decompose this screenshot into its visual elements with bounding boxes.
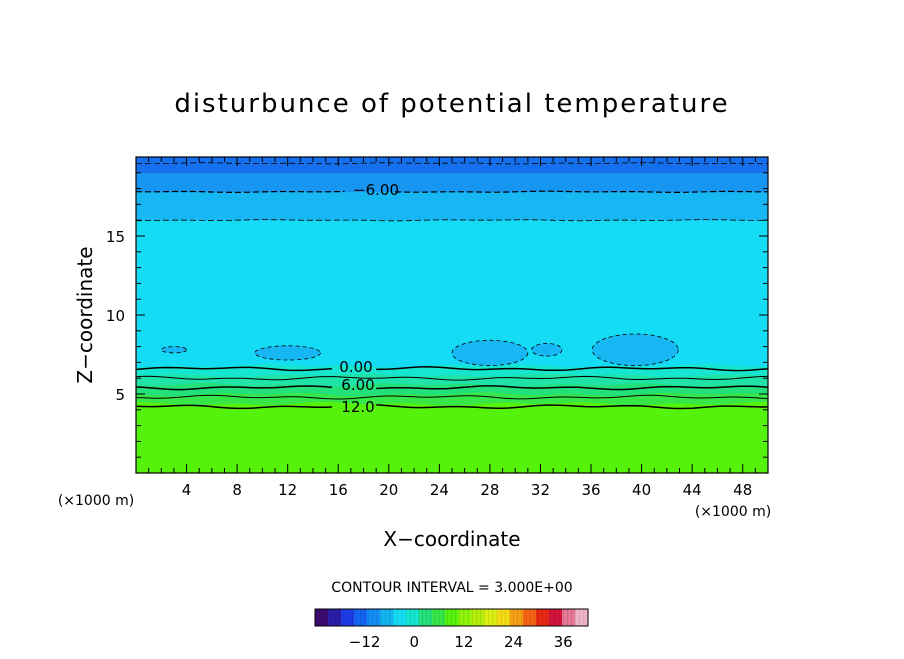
x-tick-label: 12 (278, 481, 297, 499)
y-axis-title: Z−coordinate (73, 246, 97, 383)
colorbar (314, 608, 589, 627)
cold-anomaly-blobs (160, 333, 679, 366)
x-tick-label: 40 (632, 481, 651, 499)
contour-lines (135, 162, 769, 410)
cold-blob-2 (531, 343, 563, 357)
colorbar-swatch (419, 609, 433, 626)
x-unit-left: (×1000 m) (58, 493, 134, 509)
cold-blob-3 (591, 333, 679, 366)
contour-label-neg6: −6.00 (353, 181, 399, 199)
field-layer-0 (135, 401, 769, 474)
colorbar-tick-label: 0 (409, 633, 419, 651)
x-tick-label: 8 (232, 481, 242, 499)
contour-label-12: 12.0 (341, 398, 374, 416)
colorbar-swatch (432, 609, 446, 626)
y-tick-labels: 5 10 15 (106, 228, 125, 404)
x-tick-label: 20 (379, 481, 398, 499)
axis-ticks (136, 157, 768, 473)
contour-interval-note: CONTOUR INTERVAL = 3.000E+00 (331, 580, 572, 596)
cold-blob-1 (451, 339, 529, 366)
field-layer-6 (135, 191, 769, 221)
x-tick-label: 4 (182, 481, 192, 499)
x-tick-label: 32 (531, 481, 550, 499)
colorbar-swatch (575, 609, 589, 626)
y-tick-label: 15 (106, 228, 125, 246)
plot-area (135, 156, 769, 474)
contour-6-a (135, 385, 332, 391)
colorbar-tick-labels: −12 0 12 24 36 (349, 633, 573, 651)
contour-label-0: 0.00 (339, 358, 372, 376)
contour-label-6: 6.00 (341, 376, 374, 394)
cold-blob-4 (160, 346, 187, 354)
contour-9 (135, 394, 769, 400)
contour-neg6-a (135, 190, 345, 193)
x-tick-label: 36 (581, 481, 600, 499)
colorbar-swatch (445, 609, 459, 626)
colorbar-swatch (497, 609, 511, 626)
contour-12-b (376, 404, 769, 410)
contour-0-b (376, 366, 769, 372)
x-tick-label: 24 (430, 481, 449, 499)
colorbar-tick-label: 36 (554, 633, 573, 651)
field-layer-7 (135, 172, 769, 193)
colorbar-swatch (354, 609, 368, 626)
x-axis-title: X−coordinate (383, 527, 520, 551)
colorbar-swatch (458, 609, 472, 626)
colorbar-swatch (523, 609, 537, 626)
contour-0-a (135, 366, 332, 372)
y-tick-label: 10 (106, 307, 125, 325)
colorbar-swatch (328, 609, 342, 626)
contour-12-a (135, 404, 332, 410)
colorbar-swatch (549, 609, 563, 626)
colorbar-tick-label: −12 (349, 633, 381, 651)
x-tick-label: 48 (733, 481, 752, 499)
contour-neg3 (136, 219, 768, 222)
colorbar-swatch (406, 609, 420, 626)
colorbar-swatch (380, 609, 394, 626)
x-tick-label: 16 (329, 481, 348, 499)
contour-6-b (376, 385, 769, 391)
colorbar-swatch (510, 609, 524, 626)
cold-blob-0 (254, 345, 321, 361)
x-tick-label: 28 (480, 481, 499, 499)
contour-neg9 (136, 162, 768, 165)
colorbar-swatch (315, 609, 329, 626)
colorbar-frame (314, 608, 589, 627)
colorbar-swatch (393, 609, 407, 626)
colorbar-swatch (536, 609, 550, 626)
colorbar-swatch (367, 609, 381, 626)
temperature-field-layers (135, 156, 769, 474)
colorbar-swatch (341, 609, 355, 626)
colorbar-swatch (471, 609, 485, 626)
colorbar-tick-label: 12 (454, 633, 473, 651)
x-tick-label: 44 (683, 481, 702, 499)
colorbar-tick-label: 24 (504, 633, 523, 651)
y-tick-label: 5 (115, 386, 125, 404)
x-unit-right: (×1000 m) (695, 504, 771, 520)
colorbar-swatch (484, 609, 498, 626)
contour-3 (135, 375, 769, 381)
chart-title: disturbunce of potential temperature (174, 89, 729, 119)
x-tick-labels: 4 8 12 16 20 24 28 32 36 40 44 48 (182, 481, 752, 499)
contour-neg6-b (395, 190, 768, 193)
colorbar-swatch (562, 609, 576, 626)
